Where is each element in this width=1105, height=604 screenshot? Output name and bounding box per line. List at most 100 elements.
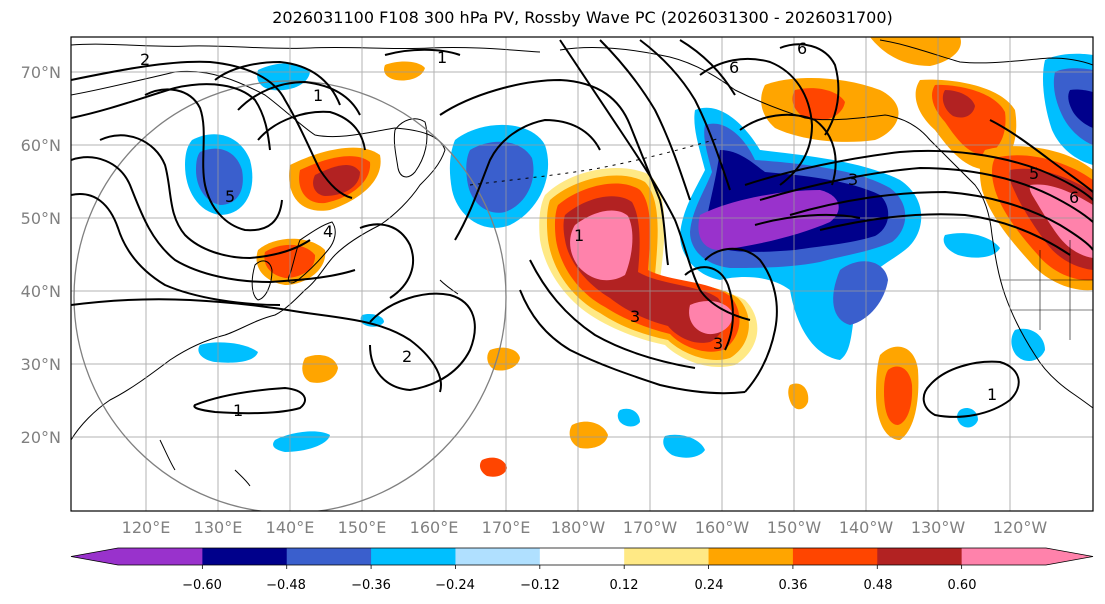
map-frame: [70, 36, 1094, 512]
colorbar-tick-label: 0.36: [779, 578, 808, 593]
contour-line: [384, 48, 461, 56]
colorbar-segment: [455, 548, 541, 565]
colorbar-outline: [70, 547, 1094, 566]
anomaly-patch-negative: [1068, 89, 1093, 128]
coastline-japan: [287, 221, 336, 284]
colorbar-tick-label: 0.24: [695, 578, 724, 593]
contour-line: [99, 134, 311, 260]
anomaly-patch-positive: [884, 366, 913, 425]
lon-label: 170°W: [623, 518, 678, 537]
region-circle: [73, 80, 507, 511]
anomaly-patch-negative: [957, 408, 978, 428]
contour-line: [559, 39, 751, 321]
anomaly-patch-negative: [943, 233, 1000, 258]
anomaly-patch-positive: [788, 383, 809, 410]
colorbar-tick-label: 0.60: [948, 578, 977, 593]
lat-label: 70°N: [21, 63, 61, 82]
page-title: 2026031100 F108 300 hPa PV, Rossby Wave …: [272, 8, 893, 27]
coastline-northeast: [879, 39, 1093, 66]
colorbar-tick-label: −0.60: [182, 578, 222, 593]
contour-line: [454, 118, 601, 241]
contour-line: [819, 213, 1071, 256]
contour-line: [699, 57, 814, 186]
lat-label: 20°N: [21, 428, 61, 447]
contour-line: [599, 39, 691, 201]
anomaly-patch-negative: [198, 342, 258, 363]
lon-label: 150°W: [767, 518, 822, 537]
contour-line: [639, 39, 731, 191]
pv-contours: [71, 39, 1093, 418]
colorbar-tick-labels: −0.60 −0.48 −0.36 −0.24 −0.12 0.12 0.24 …: [182, 578, 976, 593]
coastline-aleutians: [469, 137, 721, 186]
anomaly-patch-positive: [313, 164, 360, 196]
colorbar-segment: [708, 548, 794, 565]
lon-label: 140°E: [266, 518, 315, 537]
contour-line: [257, 110, 366, 151]
contour-line: [71, 156, 356, 284]
contour-line: [704, 247, 778, 393]
contour-label: 3: [630, 307, 640, 326]
contour-label: 6: [1069, 188, 1079, 207]
coastline-asia: [71, 70, 446, 441]
contour-line: [759, 166, 1093, 223]
coastline-islands: [159, 279, 459, 487]
colorbar-tick-label: −0.36: [351, 578, 391, 593]
anomaly-patch-positive: [302, 355, 338, 383]
colorbar-extend-right: [1046, 548, 1093, 565]
coastline-korea: [251, 260, 273, 301]
contour-line: [684, 266, 734, 351]
lon-label: 120°W: [993, 518, 1048, 537]
contour-label: 1: [233, 401, 243, 420]
contour-line: [237, 80, 361, 116]
lat-label: 60°N: [21, 136, 61, 155]
anomaly-patch-positive: [1029, 184, 1093, 258]
colorbar-segment: [539, 548, 625, 565]
lon-label: 130°W: [911, 518, 966, 537]
lon-label: 140°W: [839, 518, 894, 537]
colorbar-segment: [202, 548, 288, 565]
colorbar-segment: [371, 548, 456, 565]
contour-line: [369, 292, 476, 392]
contour-line: [214, 60, 341, 106]
contour-line: [359, 223, 415, 299]
colorbar-segment: [118, 548, 203, 565]
latitude-labels: 70°N 60°N 50°N 40°N 30°N 20°N: [21, 63, 61, 447]
contour-label: 4: [323, 222, 333, 241]
colorbar-tick-label: −0.12: [520, 578, 560, 593]
contour-label: 5: [225, 187, 235, 206]
contour-line: [744, 149, 1093, 201]
contour-line: [789, 190, 1093, 251]
coastline-north: [71, 43, 541, 53]
contour-label: 3: [713, 334, 723, 353]
anomaly-patch-negative: [833, 261, 888, 325]
anomaly-patch-negative: [196, 148, 243, 205]
colorbar-segment: [961, 548, 1047, 565]
anomaly-patch-negative: [617, 408, 640, 427]
contour-label: 1: [437, 48, 447, 67]
anomaly-patch-positive: [384, 61, 425, 81]
contour-line: [144, 88, 283, 232]
contour-line: [193, 386, 306, 415]
longitude-labels: 120°E 130°E 140°E 150°E 160°E 170°E 180°…: [122, 518, 1048, 537]
state-borders: [1000, 240, 1093, 340]
contour-line: [679, 39, 736, 96]
contour-line: [989, 119, 1093, 193]
colorbar-tick-label: −0.48: [266, 578, 306, 593]
anomaly-patch-negative: [663, 434, 705, 458]
anomaly-patch-positive: [479, 457, 507, 477]
contour-label: 6: [797, 39, 807, 58]
colorbar-segment: [792, 548, 878, 565]
lon-label: 160°W: [695, 518, 750, 537]
contour-line: [922, 360, 1020, 418]
contour-line: [519, 289, 746, 395]
contour-line: [71, 60, 353, 199]
lon-label: 170°E: [482, 518, 531, 537]
lon-label: 120°E: [122, 518, 171, 537]
lon-label: 130°E: [194, 518, 243, 537]
lon-label: 180°W: [551, 518, 606, 537]
lat-label: 30°N: [21, 355, 61, 374]
anomaly-patch-negative: [466, 141, 534, 213]
anomaly-patch-positive: [569, 421, 608, 449]
colorbar-segment: [286, 548, 372, 565]
colorbar: −0.60 −0.48 −0.36 −0.24 −0.12 0.12 0.24 …: [70, 547, 1094, 593]
